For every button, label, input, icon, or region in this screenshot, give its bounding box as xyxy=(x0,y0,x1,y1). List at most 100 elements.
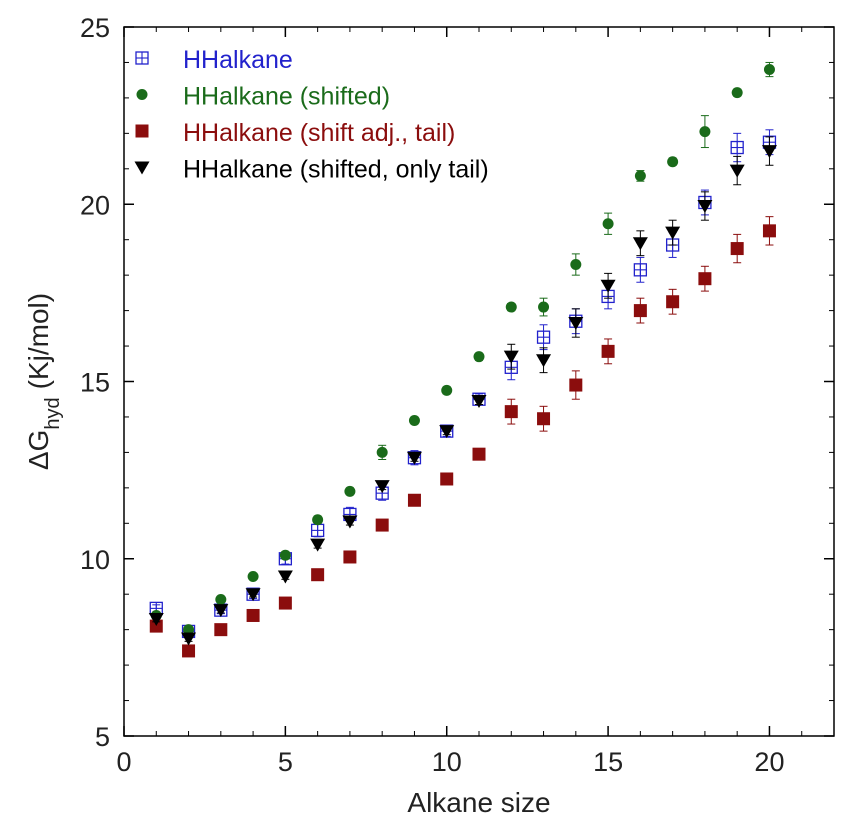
legend-entry-2: HHalkane (shifted) xyxy=(136,83,390,111)
y-axis-label-main: ΔG xyxy=(23,430,54,470)
data-point xyxy=(311,568,325,582)
legend-marker xyxy=(135,124,149,138)
data-point xyxy=(278,596,292,610)
data-point xyxy=(568,317,584,331)
series-3 xyxy=(149,216,776,658)
marker-square xyxy=(375,518,389,532)
data-point xyxy=(440,472,454,486)
marker-triangle xyxy=(729,164,745,178)
legend-label: HHalkane (shift adj., tail) xyxy=(183,119,455,147)
marker-triangle xyxy=(600,279,616,293)
data-point xyxy=(633,304,647,318)
marker-square xyxy=(407,493,421,507)
data-point xyxy=(215,594,227,606)
x-tick-label: 0 xyxy=(116,747,131,777)
legend-entry-1: HHalkane xyxy=(135,46,293,74)
marker-triangle xyxy=(697,200,713,214)
data-point xyxy=(762,224,776,238)
marker-circle xyxy=(699,126,711,138)
data-point xyxy=(698,272,712,286)
data-point xyxy=(342,515,358,529)
marker-triangle xyxy=(503,350,519,364)
series-4 xyxy=(148,136,777,646)
y-tick-label: 15 xyxy=(80,368,110,398)
marker-triangle xyxy=(277,570,293,584)
data-point xyxy=(699,126,711,138)
y-tick-label: 5 xyxy=(95,722,110,752)
y-tick-label: 20 xyxy=(80,190,110,220)
marker-circle xyxy=(538,301,550,313)
marker-triangle xyxy=(536,354,552,368)
marker-circle xyxy=(247,570,259,582)
marker-square xyxy=(633,304,647,318)
data-point xyxy=(214,623,228,637)
legend-label: HHalkane xyxy=(183,46,293,74)
marker-square xyxy=(762,224,776,238)
x-tick-label: 5 xyxy=(278,747,293,777)
legend-marker xyxy=(135,51,149,65)
data-point xyxy=(247,570,259,582)
series-2 xyxy=(150,61,775,636)
data-point xyxy=(181,632,197,646)
marker-square xyxy=(182,644,196,658)
marker-triangle xyxy=(245,588,261,602)
marker-triangle xyxy=(374,480,390,494)
data-point xyxy=(310,538,326,552)
legend-marker xyxy=(134,161,150,175)
y-tick-label: 25 xyxy=(80,13,110,43)
x-tick-label: 20 xyxy=(754,747,784,777)
data-point xyxy=(408,414,420,426)
data-point xyxy=(344,485,356,497)
data-point xyxy=(666,295,680,309)
marker-triangle xyxy=(632,237,648,251)
data-point xyxy=(439,425,455,439)
data-point xyxy=(310,523,325,538)
y-tick-label: 10 xyxy=(80,545,110,575)
data-point xyxy=(503,350,519,364)
data-point xyxy=(761,145,777,159)
data-point xyxy=(376,446,388,458)
data-point xyxy=(601,344,615,358)
marker-circle xyxy=(473,351,485,363)
data-point xyxy=(471,394,487,408)
marker-circle xyxy=(376,446,388,458)
data-point xyxy=(504,405,518,419)
marker-triangle xyxy=(181,632,197,646)
marker-circle xyxy=(634,170,646,182)
data-point xyxy=(569,378,583,392)
marker-triangle xyxy=(213,604,229,618)
marker-circle xyxy=(570,259,582,271)
marker-square xyxy=(246,608,260,622)
data-point xyxy=(343,550,357,564)
data-point xyxy=(731,87,743,99)
legend-entry-4: HHalkane (shifted, only tail) xyxy=(134,156,489,184)
data-point xyxy=(375,518,389,532)
marker-circle xyxy=(136,89,148,100)
marker-circle xyxy=(344,485,356,497)
marker-square xyxy=(472,447,486,461)
marker-square xyxy=(537,412,551,426)
x-tick-label: 10 xyxy=(432,747,462,777)
data-point xyxy=(633,263,648,277)
marker-circle xyxy=(279,549,291,561)
data-point xyxy=(407,493,421,507)
marker-triangle xyxy=(148,613,164,627)
series-1 xyxy=(149,129,777,639)
data-point xyxy=(730,242,744,256)
marker-circle xyxy=(667,156,679,168)
data-point xyxy=(632,237,648,251)
marker-square xyxy=(311,568,325,582)
data-point xyxy=(183,624,195,636)
marker-triangle xyxy=(310,538,326,552)
marker-triangle xyxy=(568,317,584,331)
legend-label: HHalkane (shifted, only tail) xyxy=(183,156,489,184)
data-point xyxy=(634,170,646,182)
marker-triangle xyxy=(134,161,150,175)
marker-circle xyxy=(408,414,420,426)
marker-square xyxy=(666,295,680,309)
x-tick-label: 15 xyxy=(593,747,623,777)
data-point xyxy=(729,164,745,178)
data-point xyxy=(279,549,291,561)
data-point xyxy=(473,351,485,363)
